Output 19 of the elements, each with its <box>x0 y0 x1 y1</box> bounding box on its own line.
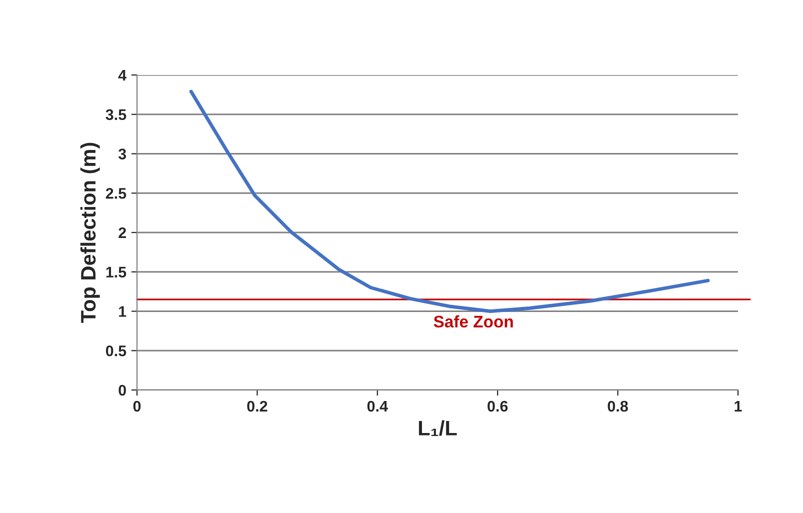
x-tick-label: 1 <box>734 400 742 412</box>
y-tick-label: 4 <box>118 70 126 81</box>
y-tick-label: 3 <box>118 148 126 160</box>
x-tick-label: 0.2 <box>247 400 268 412</box>
ref-line-label: Safe Zoon <box>434 315 513 328</box>
line-series <box>189 90 710 313</box>
x-axis-title: L₁/L <box>418 420 457 436</box>
y-tick-label: 2 <box>118 227 126 238</box>
y-tick-label: 0 <box>118 384 126 396</box>
y-tick-label: 0.5 <box>106 345 126 356</box>
y-tick-label: 1.5 <box>106 266 126 278</box>
x-tick-label: 0.8 <box>608 400 628 412</box>
y-tick-label: 1 <box>119 306 126 317</box>
y-tick-label: 3.5 <box>106 109 126 120</box>
x-tick-label: 0.4 <box>367 400 388 412</box>
x-tick-label: 0.6 <box>488 400 508 412</box>
y-axis-title: Top Deflection (m) <box>80 142 100 323</box>
y-tick-label: 2.5 <box>106 188 126 199</box>
x-tick-label: 0 <box>133 400 141 412</box>
